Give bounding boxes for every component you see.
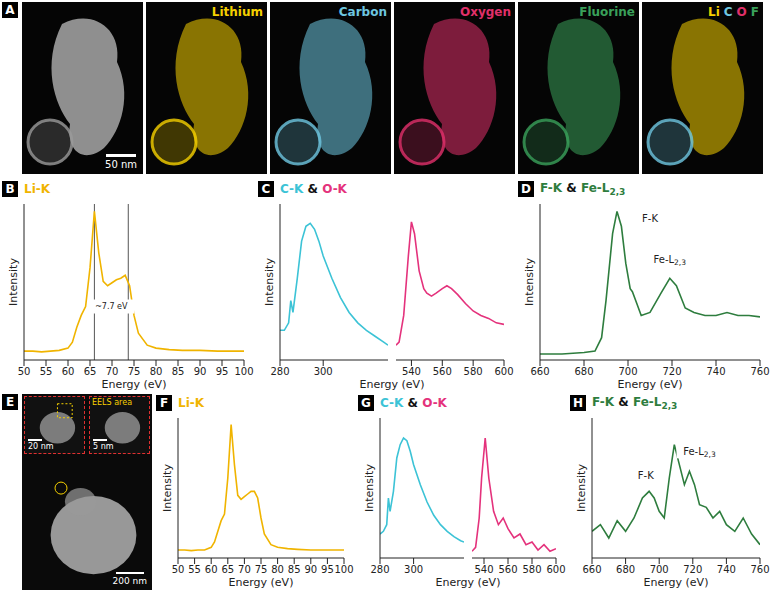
svg-text:95: 95 <box>216 366 229 377</box>
svg-text:Intensity: Intensity <box>263 258 276 306</box>
svg-text:580: 580 <box>522 564 541 575</box>
html-text:EELS area: EELS area <box>92 398 132 407</box>
svg-text:Fe-L2,3: Fe-L2,3 <box>654 253 687 266</box>
svg-text:740: 740 <box>717 564 736 575</box>
svg-text:Fe-L2,3: Fe-L2,3 <box>683 446 716 459</box>
html-text:Energy (eV): Energy (eV) <box>228 576 294 589</box>
html-text:Lithium: Lithium <box>211 5 263 19</box>
svg-text:280: 280 <box>270 366 289 377</box>
svg-text:280: 280 <box>370 564 389 575</box>
svg-text:Intensity: Intensity <box>575 464 588 512</box>
html-text:5 nm: 5 nm <box>93 442 114 451</box>
svg-text:300: 300 <box>404 564 423 575</box>
svg-text:F-K: F-K <box>638 470 654 481</box>
svg-text:760: 760 <box>750 366 769 377</box>
svg-text:100: 100 <box>234 366 253 377</box>
svg-text:660: 660 <box>582 564 601 575</box>
svg-text:700: 700 <box>618 366 637 377</box>
svg-text:55: 55 <box>40 366 53 377</box>
svg-text:300: 300 <box>314 366 333 377</box>
html-text:E: E <box>5 395 15 409</box>
svg-text:60: 60 <box>62 366 75 377</box>
svg-text:Intensity: Intensity <box>7 258 20 306</box>
html-text:G: G <box>361 396 371 410</box>
svg-text:80: 80 <box>150 366 163 377</box>
svg-text:70: 70 <box>106 366 119 377</box>
html-text:Li-K: Li-K <box>24 182 50 196</box>
svg-text:85: 85 <box>288 564 301 575</box>
svg-text:Intensity: Intensity <box>363 464 376 512</box>
svg-text:Intensity: Intensity <box>523 258 536 306</box>
svg-text:720: 720 <box>683 564 702 575</box>
svg-text:65: 65 <box>221 564 234 575</box>
html-text:Oxygen: Oxygen <box>460 5 511 19</box>
svg-text:100: 100 <box>334 564 353 575</box>
svg-text:55: 55 <box>188 564 201 575</box>
svg-text:75: 75 <box>255 564 268 575</box>
html-text:Energy (eV): Energy (eV) <box>643 576 709 589</box>
svg-text:660: 660 <box>530 366 549 377</box>
svg-text:680: 680 <box>574 366 593 377</box>
svg-text:F-K: F-K <box>642 213 658 224</box>
html-text:Li-K: Li-K <box>178 396 204 410</box>
html-text:200 nm: 200 nm <box>112 576 147 586</box>
svg-text:700: 700 <box>650 564 669 575</box>
svg-text:80: 80 <box>271 564 284 575</box>
html-text:C: C <box>261 182 271 196</box>
svg-text:540: 540 <box>402 366 421 377</box>
html-text:Carbon: Carbon <box>338 5 387 19</box>
svg-text:560: 560 <box>498 564 517 575</box>
svg-text:60: 60 <box>205 564 218 575</box>
svg-text:50: 50 <box>18 366 31 377</box>
html-text:F-K & Fe-L2,3: F-K & Fe-L2,3 <box>592 394 678 412</box>
svg-text:~7.7 eV: ~7.7 eV <box>95 302 128 311</box>
html-text:Li C O F: Li C O F <box>708 5 759 19</box>
html-text:H: H <box>573 396 583 410</box>
html-text:A: A <box>5 3 15 17</box>
svg-text:720: 720 <box>662 366 681 377</box>
html-text:50 nm: 50 nm <box>105 159 137 170</box>
svg-text:90: 90 <box>194 366 207 377</box>
html-text:B: B <box>5 182 15 196</box>
html-text:C-K & O-K: C-K & O-K <box>380 396 447 410</box>
html-text:Energy (eV): Energy (eV) <box>359 378 425 391</box>
svg-text:75: 75 <box>128 366 141 377</box>
html-text:D: D <box>521 182 531 196</box>
svg-text:600: 600 <box>546 564 565 575</box>
svg-text:580: 580 <box>464 366 483 377</box>
html-text:Fluorine: Fluorine <box>579 5 635 19</box>
svg-text:600: 600 <box>494 366 513 377</box>
svg-text:50: 50 <box>172 564 185 575</box>
svg-text:740: 740 <box>706 366 725 377</box>
svg-text:760: 760 <box>750 564 769 575</box>
html-text:Energy (eV): Energy (eV) <box>435 576 501 589</box>
html-text:C-K & O-K: C-K & O-K <box>280 182 347 196</box>
svg-text:560: 560 <box>433 366 452 377</box>
html-text:F-K & Fe-L2,3: F-K & Fe-L2,3 <box>540 180 626 198</box>
svg-text:Intensity: Intensity <box>161 464 174 512</box>
svg-text:65: 65 <box>84 366 97 377</box>
svg-text:90: 90 <box>304 564 317 575</box>
html-text:Energy (eV): Energy (eV) <box>101 378 167 391</box>
svg-text:540: 540 <box>474 564 493 575</box>
svg-text:85: 85 <box>172 366 185 377</box>
html-text:Energy (eV): Energy (eV) <box>617 378 683 391</box>
svg-text:680: 680 <box>616 564 635 575</box>
html-text:F: F <box>159 396 169 410</box>
html-text:20 nm: 20 nm <box>28 442 54 451</box>
svg-text:95: 95 <box>321 564 334 575</box>
svg-text:70: 70 <box>238 564 251 575</box>
